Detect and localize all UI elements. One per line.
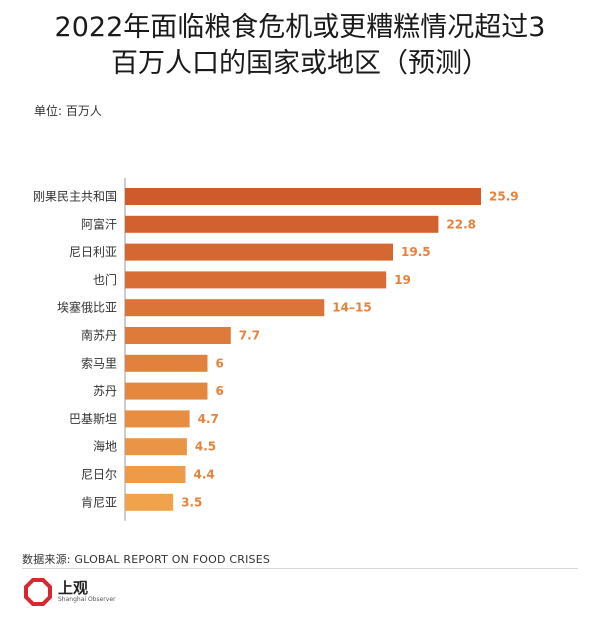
bar <box>125 271 387 289</box>
category-label: 巴基斯坦 <box>69 412 117 426</box>
chart-title-line-2: 百万人口的国家或地区（预测） <box>111 48 489 79</box>
value-label: 3.5 <box>181 495 202 509</box>
value-label: 25.9 <box>489 190 519 204</box>
data-source: 数据来源: GLOBAL REPORT ON FOOD CRISES <box>22 553 271 566</box>
bar <box>125 493 174 511</box>
category-label: 海地 <box>93 439 117 454</box>
bar <box>125 354 208 372</box>
chart-title-line-1: 2022年面临粮食危机或更糟糕情况超过3 <box>54 12 546 43</box>
bar <box>125 243 393 261</box>
category-label: 尼日尔 <box>81 467 117 482</box>
category-label: 索马里 <box>81 356 117 370</box>
category-label: 埃塞俄比亚 <box>57 300 117 315</box>
bar <box>125 382 208 400</box>
category-label: 阿富汗 <box>81 216 117 231</box>
logo-subtitle: Shanghai Observer <box>58 596 116 603</box>
value-label: 4.4 <box>194 468 215 482</box>
value-label: 19 <box>394 273 411 287</box>
category-label: 尼日利亚 <box>69 245 117 259</box>
category-label: 也门 <box>93 272 117 287</box>
category-label: 刚果民主共和国 <box>33 190 117 204</box>
category-label: 肯尼亚 <box>81 495 117 509</box>
category-label: 苏丹 <box>93 384 117 398</box>
bar <box>125 188 481 205</box>
value-label: 4.5 <box>195 440 216 454</box>
publisher-logo: 上观 Shanghai Observer <box>24 578 115 606</box>
value-label: 19.5 <box>401 245 431 259</box>
value-label: 14–15 <box>332 301 371 315</box>
bar-chart: 刚果民主共和国 25.9 阿富汗 22.8 尼日利亚 19.5 也门 19 埃塞俄比亚 14–15… <box>33 178 519 521</box>
unit-label: 单位: 百万人 <box>34 104 102 118</box>
value-label: 6 <box>216 384 224 398</box>
value-label: 7.7 <box>239 329 260 343</box>
octagon-logo-icon <box>24 578 52 606</box>
value-label: 4.7 <box>198 412 219 426</box>
bar <box>125 410 190 428</box>
bar <box>125 438 187 456</box>
category-label: 南苏丹 <box>81 328 117 343</box>
bar <box>125 466 186 483</box>
bar <box>125 299 325 317</box>
footer-divider <box>22 568 578 569</box>
logo-name: 上观 <box>58 579 89 597</box>
bar <box>125 215 439 233</box>
value-label: 22.8 <box>446 217 476 231</box>
value-label: 6 <box>216 356 224 370</box>
bar <box>125 327 231 344</box>
